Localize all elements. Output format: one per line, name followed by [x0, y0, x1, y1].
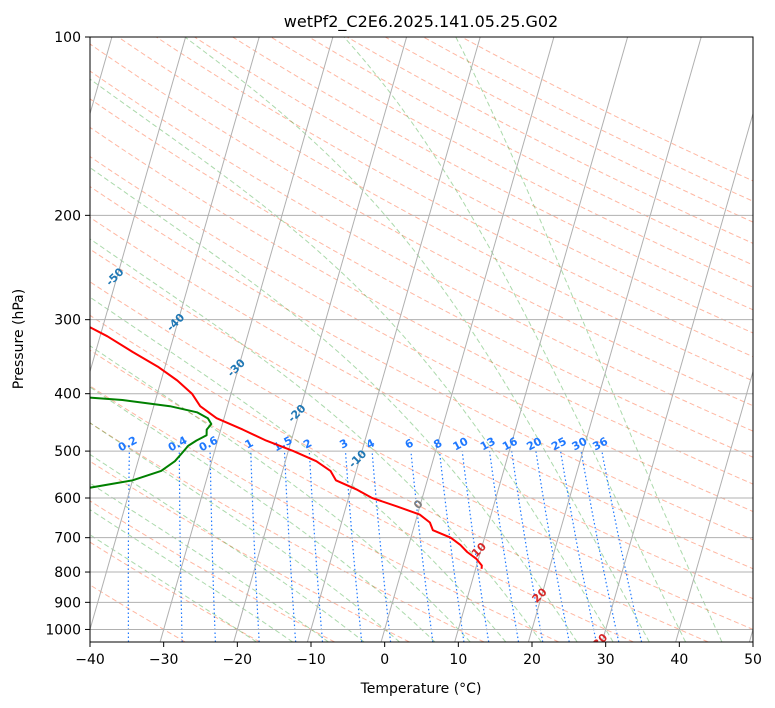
- moist-adiabat-line: [184, 37, 650, 642]
- isotherm-line: [675, 369, 753, 642]
- isotherm-line: [233, 37, 408, 642]
- isotherm-line: [306, 37, 481, 642]
- grid: [90, 37, 753, 642]
- y-tick-label: 600: [54, 491, 81, 507]
- y-axis-title: Pressure (hPa): [11, 289, 27, 389]
- dry-adiabat-line: [90, 349, 634, 642]
- moist-adiabat-line: [455, 37, 723, 642]
- mixing-ratio-line: [560, 451, 597, 642]
- chart-title: wetPf2_C2E6.2025.141.05.25.G02: [284, 12, 558, 32]
- mixing-ratio-label: 36: [590, 435, 610, 454]
- moist-adiabat-line: [90, 296, 507, 642]
- moist-adiabat-line: [90, 238, 542, 642]
- x-tick-label: −40: [75, 652, 105, 668]
- y-tick-label: 200: [54, 208, 81, 224]
- mixing-ratio-line: [438, 451, 465, 642]
- isotherm-line: [159, 37, 334, 642]
- isotherm-label: 30: [590, 631, 610, 651]
- dry-adiabat-line: [423, 37, 753, 202]
- moist-adiabat-line: [90, 386, 436, 642]
- mixing-ratio-line: [461, 451, 490, 642]
- y-tick-label: 300: [54, 313, 81, 329]
- dry-adiabat-line: [90, 281, 753, 630]
- mixing-ratio-label: 20: [524, 435, 544, 454]
- x-axis: −40 −30 −20 −10 0 10 20 30 40 50: [75, 642, 762, 668]
- x-tick-label: −30: [149, 652, 179, 668]
- dry-adiabat-line: [90, 70, 753, 432]
- dry-adiabat-line: [270, 37, 753, 288]
- mixing-ratio-line: [488, 451, 520, 642]
- x-tick-label: 30: [597, 652, 615, 668]
- isotherm-line: [601, 111, 753, 642]
- mixing-ratio-label: 16: [500, 435, 520, 454]
- isotherm-line: [454, 37, 629, 642]
- mixing-ratio-line: [580, 450, 620, 642]
- x-tick-label: 50: [744, 652, 762, 668]
- dry-adiabat-line: [90, 185, 753, 541]
- y-axis: 100 200 300 400 500 600 700 800 900 1000: [45, 30, 90, 638]
- x-tick-label: −10: [296, 652, 326, 668]
- mixing-ratio-label: 25: [549, 435, 569, 454]
- x-tick-label: 10: [449, 652, 467, 668]
- mixing-ratio-label: 13: [478, 435, 498, 454]
- dry-adiabat-line: [156, 37, 753, 358]
- background-lines: [90, 37, 753, 642]
- isotherm-line: [527, 37, 702, 642]
- moist-adiabat-line: [90, 453, 365, 642]
- moist-adiabat-line: [90, 345, 471, 642]
- y-tick-label: 900: [54, 595, 81, 611]
- x-tick-label: 0: [380, 652, 389, 668]
- y-tick-label: 800: [54, 565, 81, 581]
- dry-adiabat-line: [194, 37, 753, 334]
- moist-adiabat-line: [90, 78, 614, 642]
- profiles: [90, 326, 483, 569]
- y-tick-label: 700: [54, 531, 81, 547]
- mixing-ratio-label: 30: [570, 435, 590, 454]
- x-tick-label: −20: [223, 652, 253, 668]
- dry-adiabat-line: [90, 385, 559, 642]
- y-tick-label: 500: [54, 444, 81, 460]
- x-tick-label: 20: [523, 652, 541, 668]
- dry-adiabat-line: [90, 216, 753, 570]
- x-axis-title: Temperature (°C): [360, 681, 482, 697]
- dry-adiabat-line: [117, 37, 753, 382]
- y-tick-label: 100: [54, 30, 81, 46]
- y-tick-label: 400: [54, 387, 81, 403]
- mixing-ratio-label: 10: [451, 435, 471, 454]
- plot-frame: [89, 36, 754, 643]
- temperature-profile-line: [90, 326, 483, 569]
- dry-adiabat-line: [90, 314, 709, 642]
- dry-adiabat-line: [90, 126, 753, 485]
- dry-adiabat-line: [90, 460, 410, 642]
- y-tick-label: 1000: [45, 622, 81, 638]
- dry-adiabat-line: [308, 37, 753, 266]
- dry-adiabat-line: [461, 37, 753, 182]
- moist-adiabat-line: [343, 37, 687, 642]
- isotherm-line: [90, 37, 260, 632]
- moist-adiabat-line: [90, 482, 329, 642]
- moist-adiabat-line: [90, 422, 400, 642]
- x-tick-label: 40: [670, 652, 688, 668]
- moist-adiabat-line: [90, 509, 293, 642]
- moist-adiabat-line: [90, 167, 578, 642]
- isotherm-line: [380, 37, 555, 642]
- isotherm-line: [90, 37, 187, 374]
- mixing-ratio-line: [410, 451, 434, 642]
- mixing-ratio-line: [371, 451, 392, 642]
- mixing-ratio-line: [344, 451, 363, 642]
- mixing-ratio-label: 0.1: [69, 434, 92, 455]
